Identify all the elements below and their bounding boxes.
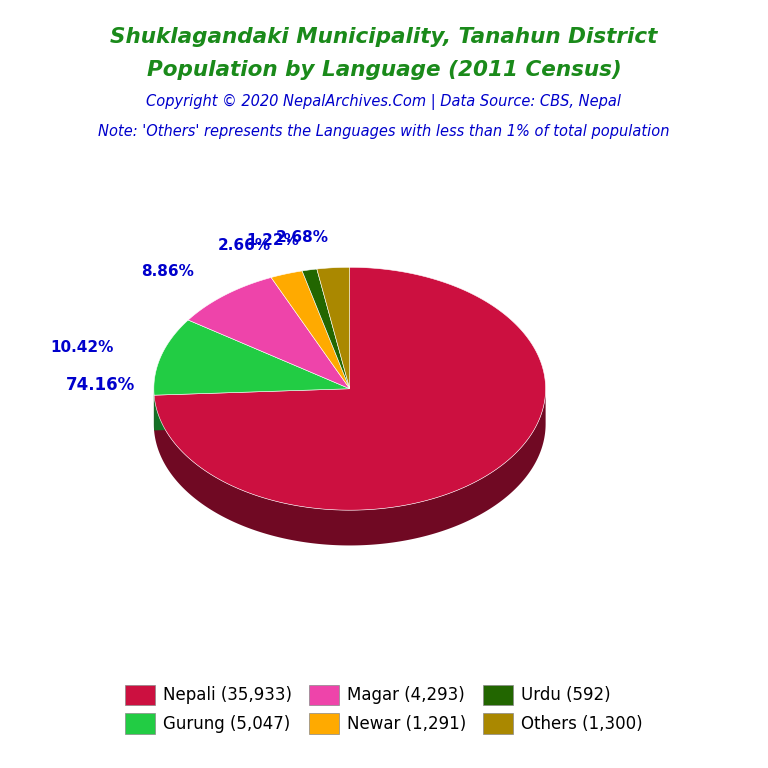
Polygon shape: [154, 389, 349, 430]
Polygon shape: [154, 320, 349, 396]
Text: Copyright © 2020 NepalArchives.Com | Data Source: CBS, Nepal: Copyright © 2020 NepalArchives.Com | Dat…: [147, 94, 621, 110]
Polygon shape: [188, 277, 349, 389]
Text: Population by Language (2011 Census): Population by Language (2011 Census): [147, 60, 621, 80]
Text: 2.66%: 2.66%: [217, 237, 270, 253]
Polygon shape: [154, 267, 545, 510]
Polygon shape: [302, 269, 349, 389]
Polygon shape: [154, 389, 349, 430]
Polygon shape: [317, 267, 349, 389]
Text: 10.42%: 10.42%: [51, 340, 114, 355]
Text: Shuklagandaki Municipality, Tanahun District: Shuklagandaki Municipality, Tanahun Dist…: [111, 27, 657, 47]
Text: 74.16%: 74.16%: [66, 376, 135, 394]
Text: 2.68%: 2.68%: [276, 230, 329, 245]
Text: 8.86%: 8.86%: [141, 264, 194, 280]
Polygon shape: [271, 271, 349, 389]
Text: Note: 'Others' represents the Languages with less than 1% of total population: Note: 'Others' represents the Languages …: [98, 124, 670, 140]
Legend: Nepali (35,933), Gurung (5,047), Magar (4,293), Newar (1,291), Urdu (592), Other: Nepali (35,933), Gurung (5,047), Magar (…: [118, 678, 650, 740]
Polygon shape: [154, 389, 545, 545]
Text: 1.22%: 1.22%: [247, 233, 300, 247]
